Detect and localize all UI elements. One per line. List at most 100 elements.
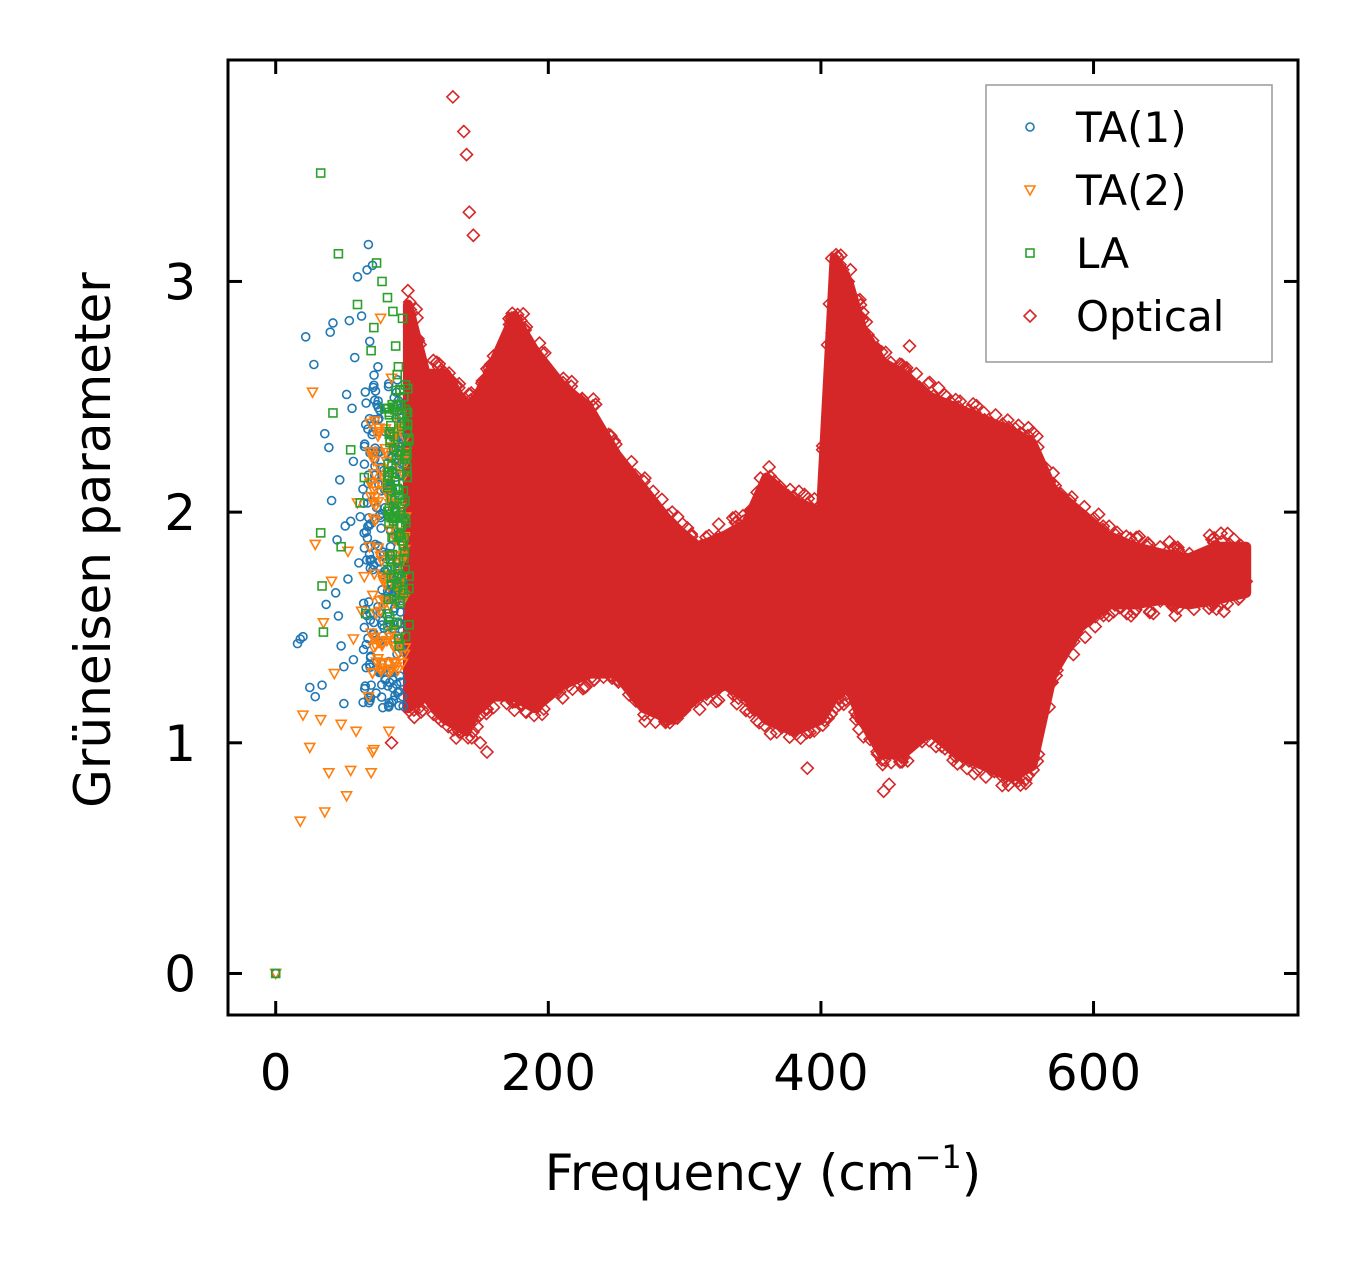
optical-point <box>1153 539 1168 555</box>
optical-point <box>1108 527 1123 543</box>
optical-point <box>637 714 653 729</box>
optical-point <box>462 205 477 220</box>
optical-point <box>552 684 567 700</box>
la-point <box>403 436 414 446</box>
ta1-point <box>349 352 360 363</box>
optical-point <box>761 459 777 475</box>
optical-point <box>978 769 993 785</box>
optical-point <box>674 705 689 720</box>
optical-point <box>1025 724 1040 739</box>
optical-point <box>1066 647 1081 662</box>
optical-point <box>561 678 576 693</box>
ta1-point <box>397 691 408 702</box>
optical-point <box>628 693 644 709</box>
la-point <box>382 608 393 619</box>
optical-point <box>1182 546 1197 561</box>
optical-point <box>413 704 429 720</box>
legend-marker-la <box>1025 248 1035 258</box>
series-optical <box>384 89 1254 799</box>
ta1-point <box>361 639 372 650</box>
ta1-point <box>355 511 366 522</box>
y-tick-label: 0 <box>164 945 196 1003</box>
optical-point <box>1049 668 1064 683</box>
optical-point <box>1139 538 1154 553</box>
optical-point <box>537 345 552 361</box>
la-point <box>393 361 404 372</box>
optical-point <box>928 739 944 754</box>
ta1-point <box>310 691 321 702</box>
la-point <box>333 248 344 259</box>
optical-point <box>1008 772 1023 787</box>
la-point <box>400 564 410 575</box>
optical-point <box>1162 594 1178 609</box>
ta1-point <box>309 359 319 370</box>
optical-point <box>479 706 494 721</box>
la-point <box>384 518 394 529</box>
optical-point <box>786 489 801 504</box>
optical-point <box>976 405 991 420</box>
optical-point <box>403 302 418 317</box>
ta2-point <box>364 767 378 780</box>
ta2-point <box>306 387 319 399</box>
ta1-point <box>384 677 395 688</box>
ta1-point <box>354 558 364 568</box>
ta1-point <box>361 398 371 408</box>
ta2-point <box>366 668 379 680</box>
optical-point <box>449 730 464 746</box>
la-point <box>391 455 402 466</box>
optical-point <box>1031 747 1046 762</box>
optical-point <box>757 718 772 733</box>
optical-point <box>475 373 490 389</box>
optical-point <box>739 693 754 708</box>
optical-point <box>486 348 501 364</box>
la-point <box>315 528 326 538</box>
optical-point <box>532 336 547 351</box>
la-point <box>355 498 366 508</box>
ta1-point <box>369 370 379 380</box>
optical-point <box>807 491 822 507</box>
optical-point <box>536 701 551 717</box>
optical-point <box>456 124 471 139</box>
ta1-point <box>340 521 351 531</box>
optical-point <box>1172 545 1187 560</box>
optical-point <box>1086 511 1102 526</box>
ta2-point <box>367 468 381 481</box>
optical-point <box>791 484 807 499</box>
legend-marker-ta2 <box>1023 185 1037 197</box>
optical-point <box>1072 592 1088 607</box>
optical-point <box>1025 762 1041 778</box>
optical-point <box>782 482 798 497</box>
optical-point <box>588 397 603 412</box>
optical-point <box>993 767 1008 783</box>
optical-point <box>527 708 542 723</box>
optical-point <box>670 711 685 726</box>
optical-point <box>948 749 963 764</box>
ta2-point <box>372 637 386 649</box>
x-axis-label-suffix: ) <box>962 1144 982 1202</box>
la-point <box>385 427 395 437</box>
optical-point <box>1170 540 1185 555</box>
x-tick-label: 400 <box>773 1044 868 1102</box>
ta2-point <box>366 590 380 603</box>
optical-point <box>1006 425 1022 441</box>
optical-dense-region <box>402 253 1252 783</box>
la-point <box>345 445 356 455</box>
la-point <box>387 532 397 543</box>
optical-point <box>516 306 531 321</box>
ta2-point <box>371 497 385 509</box>
optical-point <box>892 754 908 770</box>
optical-point <box>854 713 869 729</box>
optical-point <box>1096 608 1111 623</box>
la-point <box>387 549 398 560</box>
optical-point <box>652 503 667 518</box>
la-point <box>360 608 371 619</box>
optical-point <box>1168 546 1183 561</box>
optical-point <box>1209 538 1224 553</box>
legend: TA(1) TA(2) LA Optical <box>985 84 1273 363</box>
optical-point <box>970 762 985 777</box>
ta1-point <box>348 456 359 467</box>
optical-point <box>596 669 611 685</box>
optical-point <box>828 700 843 715</box>
optical-point <box>914 734 930 749</box>
